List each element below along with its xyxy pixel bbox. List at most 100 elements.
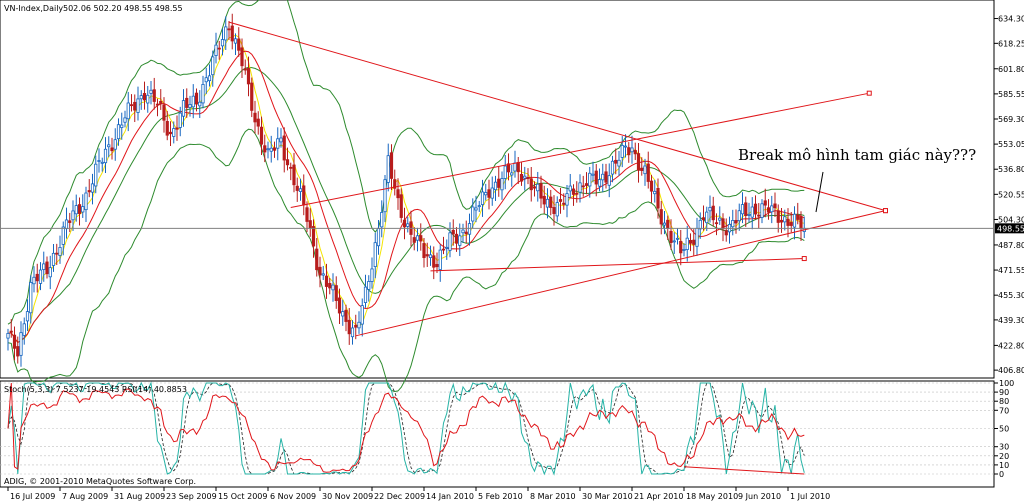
candle-body [185,97,189,108]
time-tick-label: 7 Aug 2009 [62,492,108,501]
candle-body [552,207,556,214]
candle-body [178,112,182,128]
candle-body [662,222,667,226]
candle-body [201,84,205,104]
time-tick-label: 5 Feb 2010 [478,492,523,501]
candle-body [246,68,251,85]
price-axis: 634.30 618.25 601.80 585.55 569.30 553.05 536.… [994,15,1024,375]
indicator-tick-label: 80 [999,397,1009,406]
candle-body [568,185,572,192]
candle-body [136,98,140,113]
candle-body [230,25,234,42]
candle-body [172,128,176,137]
candle-body [620,145,624,158]
candle-body [471,206,475,222]
time-tick-label: 6 Nov 2009 [270,492,316,501]
candle-body [484,192,488,196]
copyright-text: ADIG, © 2001-2010 MetaQuotes Software Co… [4,477,196,486]
candle-body [42,263,46,270]
candle-body [194,92,199,105]
candle-body [315,248,319,271]
candle-body [103,148,108,164]
annotation-text: Break mô hình tam giác này??? [738,146,976,164]
time-tick-label: 22 Dec 2009 [374,492,425,501]
candlesticks [6,13,806,367]
time-axis: 16 Jul 2009 7 Aug 2009 31 Aug 2009 23 Sep 2… [7,487,830,501]
bollinger-bands [7,0,805,393]
candle-body [724,230,728,236]
candle-body [347,319,351,335]
candle-body [753,203,758,215]
candle-body [207,75,212,82]
candle-body [594,170,598,185]
candle-body [627,147,631,156]
candle-body [94,163,98,187]
candle-body [32,276,36,285]
candle-body [591,173,595,176]
candle-body [773,203,777,209]
indicator-panel [0,380,995,488]
candle-body [318,266,322,276]
candle-body [376,228,381,247]
candle-body [675,237,680,240]
candle-body [380,212,384,228]
candle-body [74,205,78,215]
candle-body [292,164,296,186]
candle-body [636,153,641,171]
candle-body [253,112,257,123]
candle-body [360,305,364,325]
trendlines [228,21,888,337]
candle-body [555,202,559,217]
candle-body [549,196,553,208]
candle-body [669,230,673,243]
candle-body [763,200,767,206]
candle-body [412,237,416,243]
stoch-main-line [7,381,805,476]
candle-body [146,94,150,104]
candle-body [90,183,95,193]
candle-body [191,95,195,108]
candle-body [363,286,368,303]
candle-body [656,187,660,209]
candle-body [705,211,709,224]
candle-body [617,159,621,167]
candle-body [354,324,358,328]
candle-body [58,247,62,256]
candle-body [48,267,52,278]
candle-body [497,178,501,188]
candle-body [490,187,494,199]
indicator-gridlines [0,382,994,475]
candle-body [38,269,43,284]
candle-body [597,179,602,187]
candle-body [477,205,481,208]
indicator-label: Stoch(5,3,3) 7.5237 19.4543 RSI(14) 40.8… [4,385,187,394]
candle-body [204,77,208,83]
candle-body [45,261,49,275]
indicator-divergence-line [683,466,805,475]
candle-body [646,163,650,182]
candle-body [766,207,771,213]
candle-body [419,235,423,242]
candle-body [643,165,647,175]
candle-body [480,191,485,205]
candle-body [350,327,355,338]
candle-body [334,285,338,301]
candle-body [799,216,803,230]
last-price-label: 498.55 [997,224,1024,233]
candle-body [630,147,634,153]
indicator-tick-label: 90 [999,388,1009,397]
indicator-tick-label: 100 [999,379,1014,388]
candle-body [9,330,13,333]
candle-body [129,104,134,107]
candle-body [289,166,293,169]
candle-body [71,210,75,221]
candle-body [406,223,410,227]
candle-body [454,233,459,244]
candle-body [432,255,436,268]
time-tick-label: 23 Sep 2009 [166,492,217,501]
candle-body [685,237,689,250]
candle-body [640,167,644,171]
candle-body [438,249,442,270]
candle-body [399,194,403,218]
